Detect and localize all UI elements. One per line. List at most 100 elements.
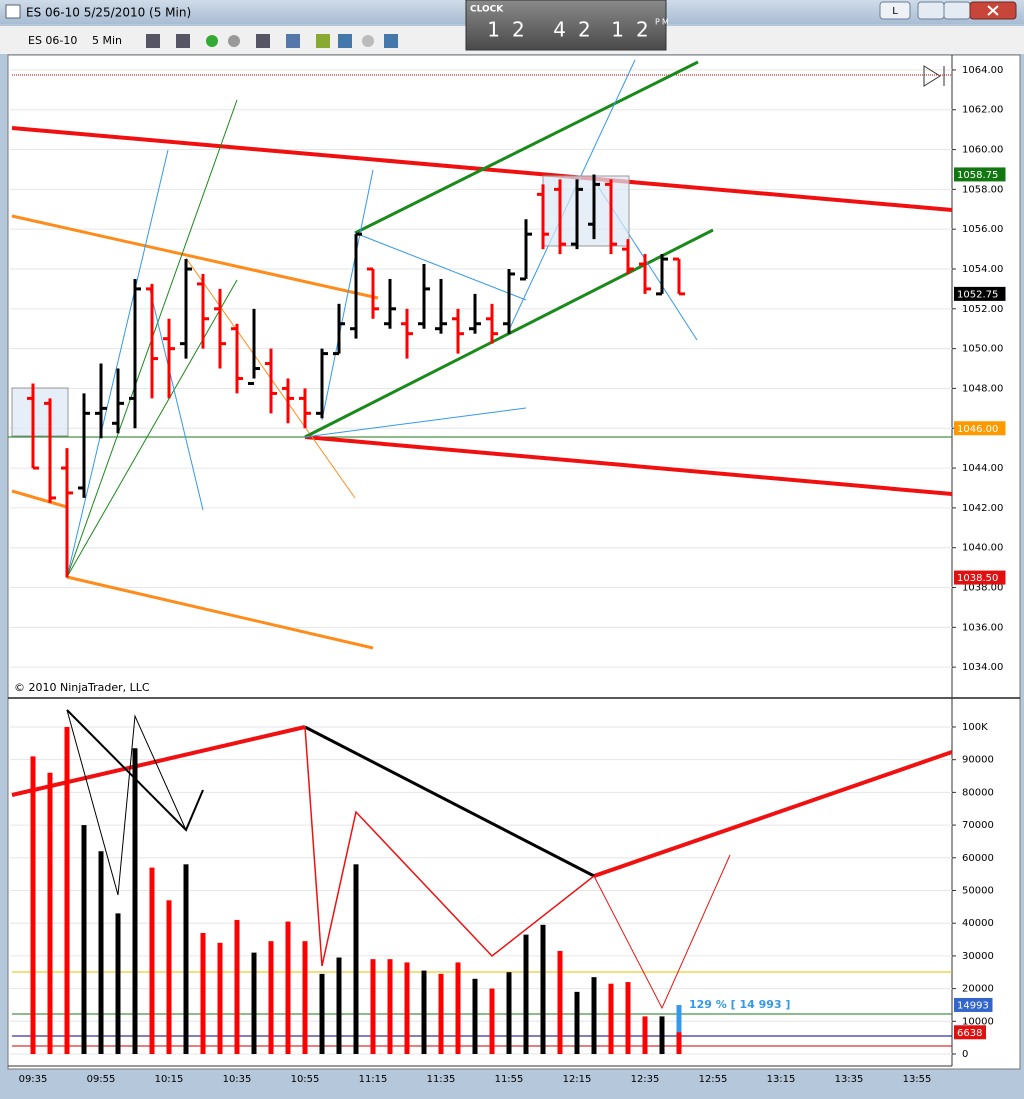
- volume-bar: [353, 864, 359, 1054]
- volume-bar: [30, 756, 36, 1054]
- price-marker: [954, 1025, 986, 1040]
- volume-bar: [234, 919, 240, 1054]
- volume-bar: [285, 921, 291, 1054]
- price-marker: [954, 167, 1006, 182]
- interval-selector[interactable]: 5 Min: [92, 34, 122, 47]
- x-tick-label: 12:35: [631, 1074, 660, 1085]
- price-marker-label: 1052.75: [957, 289, 998, 300]
- y-tick-label: 1034.00: [962, 662, 1003, 673]
- x-tick-label: 13:15: [767, 1074, 796, 1085]
- volume-bar: [370, 959, 376, 1054]
- y-tick-label: 1050.00: [962, 344, 1003, 355]
- crosshair-icon[interactable]: [256, 34, 270, 48]
- projected-volume: [676, 1004, 682, 1054]
- volume-bar: [506, 972, 512, 1054]
- box-region: [11, 387, 69, 437]
- draw-icon[interactable]: [176, 34, 190, 48]
- y-tick-label: 1064.00: [962, 65, 1003, 76]
- y-tick-label: 1062.00: [962, 105, 1003, 116]
- instrument-selector[interactable]: ES 06-10: [28, 34, 77, 47]
- volume-bar: [217, 942, 223, 1054]
- x-tick-label: 12:55: [699, 1074, 728, 1085]
- trend-line: [11, 489, 68, 509]
- plot: 1034.00 1036.00 1038.00 1040.00 1042.00 1044.…: [19, 65, 1006, 1085]
- x-tick-label: 10:35: [223, 1074, 252, 1085]
- indicator-icon[interactable]: [338, 34, 352, 48]
- zigzag: [304, 726, 595, 967]
- x-tick-label: 13:35: [835, 1074, 864, 1085]
- app-icon: [5, 4, 21, 19]
- zigzag: [593, 854, 731, 1010]
- volume-bar: [336, 957, 342, 1054]
- y-tick-label: 1060.00: [962, 145, 1003, 156]
- clock-hours: 12: [487, 18, 536, 42]
- price-marker: [954, 997, 993, 1012]
- data-box-icon[interactable]: [384, 34, 398, 48]
- volume-bar: [149, 867, 155, 1054]
- volume-bar: [268, 941, 274, 1054]
- window-title: ES 06-10 5/25/2010 (5 Min): [26, 6, 191, 20]
- volume-bar: [115, 913, 121, 1054]
- y-tick-label: 20000: [962, 984, 994, 995]
- clock-ampm: PM: [655, 18, 671, 27]
- watermark: © 2010 NinjaTrader, LLC: [14, 681, 150, 694]
- price-marker-label: 1058.75: [957, 170, 998, 181]
- trend-line: [66, 279, 238, 578]
- volume-bar: [540, 924, 546, 1054]
- volume-bar: [47, 772, 53, 1054]
- price-marker-label: 1046.00: [957, 424, 998, 435]
- clock-panel: [465, 0, 667, 51]
- volume-bar: [438, 973, 444, 1054]
- y-tick-label: 90000: [962, 755, 994, 766]
- link-button[interactable]: [879, 1, 911, 20]
- bar-type-icon[interactable]: [146, 34, 160, 48]
- clock-minutes: 42: [553, 18, 602, 42]
- minimize-button[interactable]: [917, 1, 945, 20]
- x-tick-label: 12:15: [563, 1074, 592, 1085]
- y-tick-label: 30000: [962, 951, 994, 962]
- zoom-in-icon[interactable]: [206, 35, 218, 47]
- volume-bar: [591, 977, 597, 1054]
- projected-label: 129 % [ 14 993 ]: [689, 998, 790, 1011]
- x-tick-label: 10:15: [155, 1074, 184, 1085]
- volume-bar: [421, 970, 427, 1054]
- clock-label: CLOCK: [470, 5, 504, 15]
- x-tick-label: 09:55: [87, 1074, 116, 1085]
- record-icon[interactable]: [362, 35, 374, 47]
- y-tick-label: 100K: [962, 722, 988, 733]
- volume-bar: [455, 962, 461, 1054]
- clock-seconds: 12: [611, 18, 660, 42]
- y-tick-label: 40000: [962, 918, 994, 929]
- volume-bar: [404, 962, 410, 1054]
- trend-line: [593, 750, 953, 878]
- price-marker: [954, 286, 1006, 301]
- properties-icon[interactable]: [286, 34, 300, 48]
- volume-bar: [472, 978, 478, 1054]
- price-marker: [954, 570, 1006, 585]
- y-tick-label: 1058.00: [962, 184, 1003, 195]
- volume-bar: [251, 952, 257, 1054]
- volume-bar: [387, 959, 393, 1054]
- zoom-out-icon[interactable]: [228, 35, 240, 47]
- y-tick-label: 70000: [962, 820, 994, 831]
- maximize-button[interactable]: [943, 1, 971, 20]
- x-tick-label: 11:35: [427, 1074, 456, 1085]
- volume-bar: [523, 934, 529, 1054]
- strategy-icon[interactable]: [316, 34, 330, 48]
- y-tick-label: 10000: [962, 1016, 994, 1027]
- trend-line: [11, 214, 379, 300]
- y-tick-label: 50000: [962, 885, 994, 896]
- chart-area: [7, 54, 1021, 1070]
- x-tick-label: 11:55: [495, 1074, 524, 1085]
- volume-bar: [132, 748, 138, 1054]
- volume-bar: [166, 900, 172, 1054]
- y-tick-label: 1056.00: [962, 224, 1003, 235]
- y-tick-label: 1036.00: [962, 622, 1003, 633]
- x-tick-label: 11:15: [359, 1074, 388, 1085]
- scroll-end-icon[interactable]: [923, 65, 945, 87]
- fib-line: [66, 149, 169, 578]
- y-tick-label: 1042.00: [962, 503, 1003, 514]
- volume-bar: [659, 1016, 665, 1054]
- volume-bar: [81, 825, 87, 1054]
